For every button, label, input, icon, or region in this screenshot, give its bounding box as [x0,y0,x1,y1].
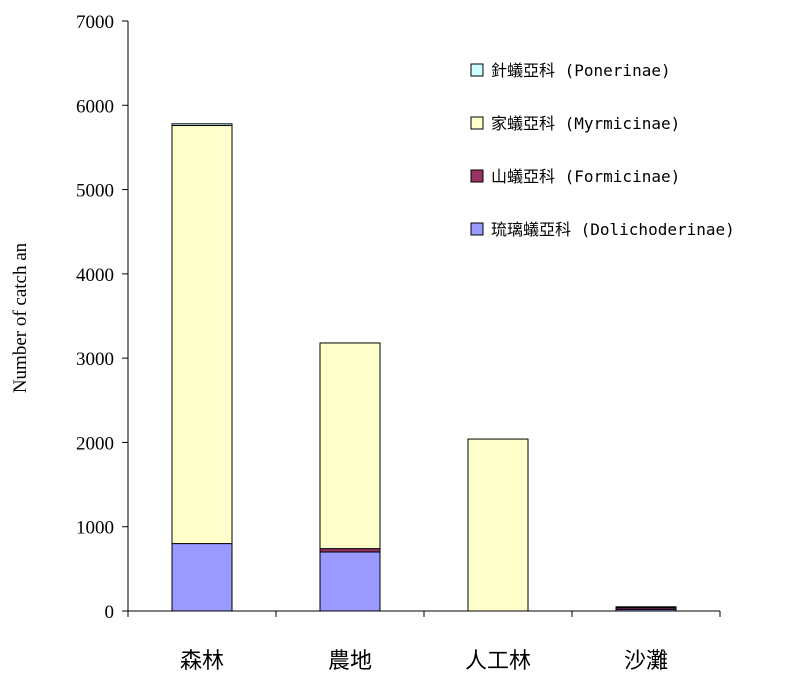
legend-label: 家蟻亞科 (Myrmicinae) [491,114,680,133]
bar-segment [319,551,381,612]
bar-segment [171,125,233,545]
y-tick-label: 6000 [76,96,114,117]
y-axis: 0 1000 2000 3000 4000 5000 6000 7000 [76,12,129,623]
y-tick-label: 1000 [76,518,114,539]
legend-swatch [470,222,484,236]
x-category-label: 森林 [180,649,224,674]
x-category-label: 農地 [328,649,372,674]
y-tick-label: 4000 [76,265,114,286]
bar-segment [615,606,677,609]
bar-segment [319,342,381,550]
legend-swatch [470,116,484,130]
bar-segment [319,548,381,553]
x-category-label: 人工林 [465,649,531,674]
bar-segment [171,543,233,612]
y-tick-label: 3000 [76,349,114,370]
y-tick-label: 7000 [76,12,114,33]
y-tick-label: 0 [105,602,115,623]
bars [171,123,677,612]
legend-swatch [470,63,484,77]
y-tick-label: 2000 [76,433,114,454]
legend-label: 琉璃蟻亞科 (Dolichoderinae) [491,220,735,239]
legend-swatch [470,169,484,183]
x-axis: 森林 農地 人工林 沙灘 [127,610,721,674]
legend-label: 山蟻亞科 (Formicinae) [491,167,680,186]
y-tick-label: 5000 [76,181,114,202]
legend: 針蟻亞科 (Ponerinae) 家蟻亞科 (Myrmicinae) 山蟻亞科 (F… [470,61,735,239]
legend-label: 針蟻亞科 (Ponerinae) [491,61,671,80]
y-axis-title: Number of catch an [10,242,31,393]
bar-segment [467,438,529,612]
x-category-label: 沙灘 [624,649,668,674]
bar-segment [171,123,233,127]
